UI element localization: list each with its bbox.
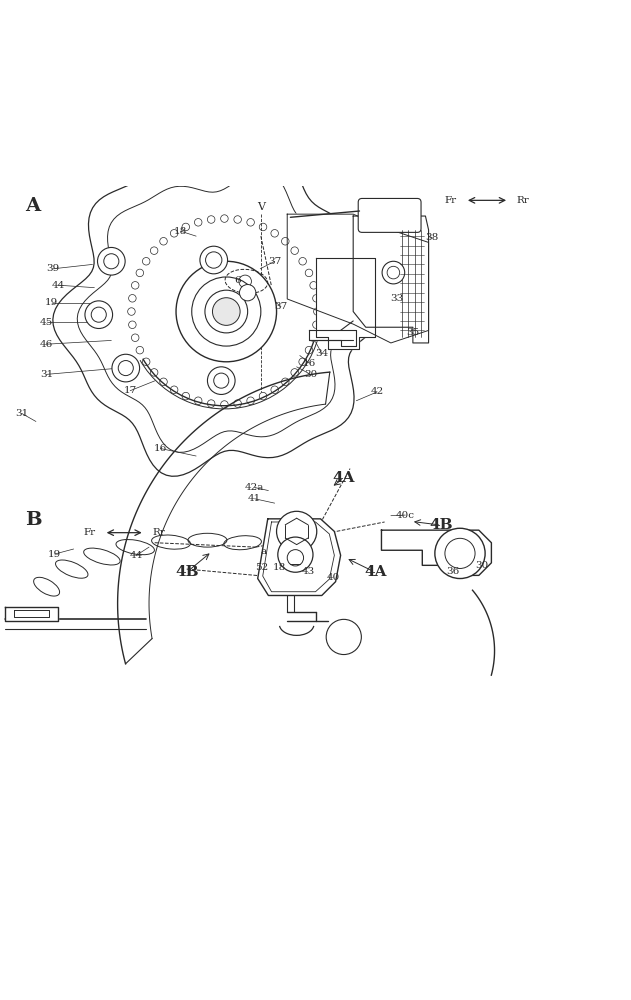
Text: 30: 30 (475, 561, 488, 570)
Circle shape (98, 247, 125, 275)
Text: A: A (25, 197, 40, 215)
Circle shape (276, 511, 317, 552)
Polygon shape (287, 214, 428, 343)
Polygon shape (382, 530, 492, 575)
Text: Fr: Fr (84, 528, 96, 537)
Text: 38: 38 (425, 233, 439, 242)
Text: 18: 18 (273, 563, 286, 572)
Circle shape (240, 285, 256, 301)
Polygon shape (316, 258, 375, 349)
Circle shape (382, 261, 404, 284)
Polygon shape (309, 330, 357, 346)
Text: 17: 17 (124, 386, 137, 395)
Text: a: a (261, 547, 267, 556)
Text: 16: 16 (303, 359, 316, 368)
Text: 4A: 4A (364, 565, 386, 579)
Text: 19: 19 (45, 298, 58, 307)
Text: 44: 44 (130, 551, 143, 560)
Text: 30: 30 (304, 370, 317, 379)
Text: 52: 52 (256, 563, 269, 572)
Text: B: B (25, 511, 42, 529)
Text: 4B: 4B (175, 565, 199, 579)
Text: 4B: 4B (429, 518, 453, 532)
Circle shape (213, 298, 240, 325)
Text: 36: 36 (446, 567, 459, 576)
Text: 31: 31 (40, 370, 53, 379)
Polygon shape (257, 519, 341, 595)
Text: 40: 40 (326, 573, 339, 582)
Text: 45: 45 (40, 318, 53, 327)
Text: 16: 16 (154, 444, 167, 453)
Circle shape (85, 301, 112, 328)
Text: V: V (257, 202, 265, 212)
Text: 43: 43 (302, 567, 315, 576)
Text: 46: 46 (40, 340, 53, 349)
Text: 4A: 4A (333, 471, 355, 485)
Polygon shape (353, 216, 428, 343)
Text: 19: 19 (48, 550, 61, 559)
Circle shape (278, 537, 313, 572)
Text: Fr: Fr (444, 196, 457, 205)
Polygon shape (53, 147, 389, 476)
Text: 44: 44 (51, 281, 64, 290)
Text: 40c: 40c (396, 511, 415, 520)
FancyBboxPatch shape (358, 198, 421, 232)
Circle shape (112, 354, 139, 382)
Text: 42: 42 (370, 387, 384, 396)
Circle shape (200, 246, 228, 274)
Text: 34: 34 (315, 349, 328, 358)
Text: 37: 37 (274, 302, 288, 311)
Text: 6: 6 (234, 276, 241, 285)
Circle shape (435, 528, 485, 579)
Polygon shape (14, 610, 49, 617)
Text: Rr: Rr (152, 528, 165, 537)
Circle shape (176, 261, 276, 362)
Text: 35: 35 (406, 328, 420, 337)
Text: 18: 18 (174, 227, 187, 236)
Text: 31: 31 (15, 409, 28, 418)
Text: 33: 33 (391, 294, 404, 303)
Text: 39: 39 (46, 264, 59, 273)
Text: 41: 41 (248, 494, 261, 503)
Text: Rr: Rr (516, 196, 529, 205)
Text: 37: 37 (268, 257, 281, 266)
Circle shape (208, 367, 235, 394)
Text: 42a: 42a (245, 483, 264, 492)
Polygon shape (4, 607, 58, 621)
